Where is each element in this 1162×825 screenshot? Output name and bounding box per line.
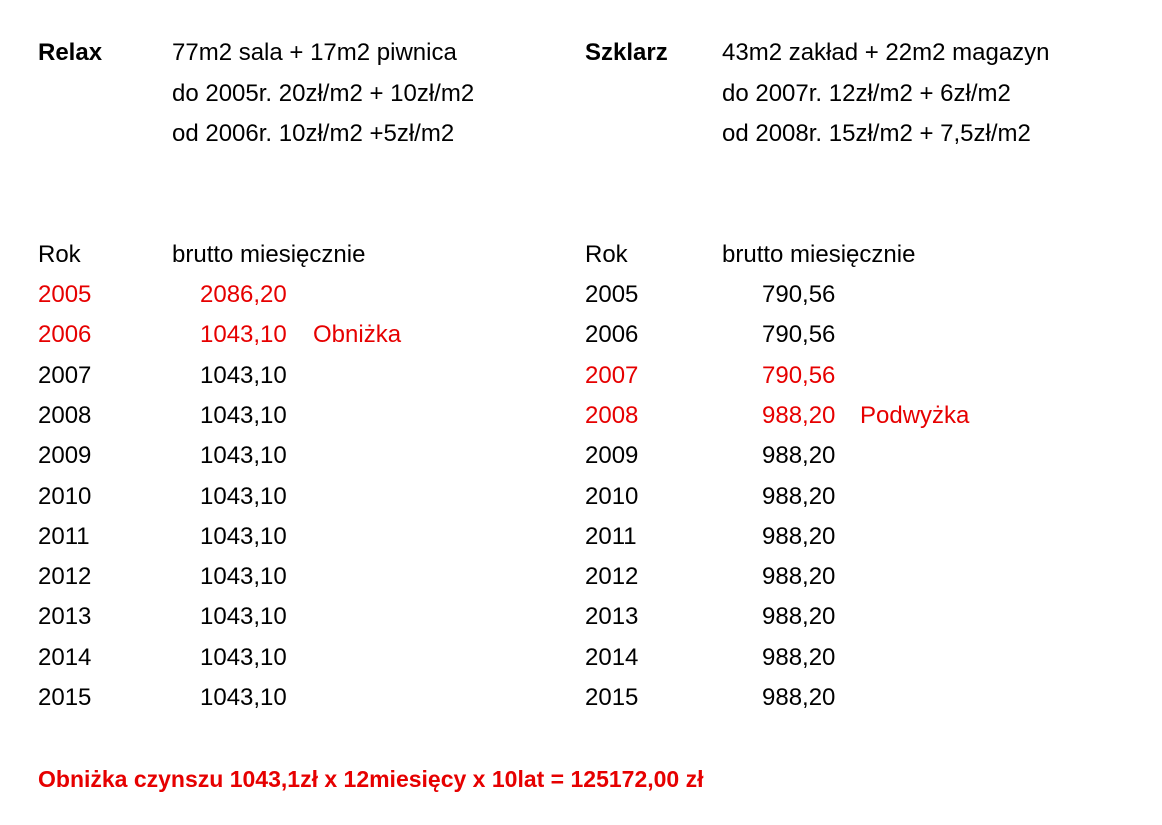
relax-row-value: 1043,10 [200, 442, 287, 470]
relax-row-value: 2086,20 [200, 281, 287, 308]
relax-row-value: 1043,10 [200, 321, 287, 349]
szklarz-row-value: 790,56 [762, 321, 836, 349]
relax-row-value: 1043,10 [200, 603, 287, 631]
szklarz-row-year: 2011 [585, 522, 637, 550]
relax-row-year: 2013 [38, 603, 92, 631]
relax-name: Relax [38, 39, 103, 66]
szklarz-row-year: 2009 [585, 442, 639, 470]
szklarz-row-value: 988,20 [762, 442, 836, 470]
relax-row-year: 2005 [38, 281, 92, 308]
relax-row-year: 2010 [38, 482, 92, 510]
relax-line: do 2005r. 20zł/m2 + 10zł/m2 [172, 80, 475, 107]
relax-row-year: 2011 [38, 522, 90, 550]
szklarz-row-year: 2015 [585, 684, 639, 711]
relax-row-note: Obniżka [313, 321, 402, 349]
relax-row-value: 1043,10 [200, 643, 287, 671]
szklarz-row-year: 2013 [585, 603, 639, 631]
szklarz-col-value: brutto miesięcznie [722, 241, 916, 268]
relax-row-year: 2008 [38, 401, 92, 429]
relax-row-value: 1043,10 [200, 361, 287, 389]
relax-row-value: 1043,10 [200, 684, 287, 711]
szklarz-col-year: Rok [585, 241, 628, 268]
szklarz-row-value: 988,20 [762, 643, 836, 671]
szklarz-row-year: 2006 [585, 321, 639, 349]
szklarz-row-value: 790,56 [762, 361, 836, 389]
szklarz-row-value: 790,56 [762, 281, 836, 308]
szklarz-row-value: 988,20 [762, 522, 836, 550]
relax-row-value: 1043,10 [200, 401, 287, 429]
szklarz-row-year: 2010 [585, 482, 639, 510]
szklarz-name: Szklarz [585, 39, 668, 66]
relax-row-value: 1043,10 [200, 482, 287, 510]
relax-line: 77m2 sala + 17m2 piwnica [172, 39, 457, 66]
relax-row-year: 2014 [38, 643, 92, 671]
szklarz-row-note: Podwyżka [860, 401, 970, 429]
relax-row-year: 2012 [38, 563, 92, 591]
relax-row-value: 1043,10 [200, 563, 287, 591]
relax-row-year: 2015 [38, 684, 92, 711]
relax-row-year: 2007 [38, 361, 92, 389]
summary-line: Obniżka czynszu 1043,1zł x 12miesięcy x … [38, 766, 704, 792]
szklarz-row-value: 988,20 [762, 684, 836, 711]
szklarz-row-year: 2008 [585, 401, 639, 429]
szklarz-row-value: 988,20 [762, 401, 836, 429]
szklarz-row-value: 988,20 [762, 563, 836, 591]
relax-col-value: brutto miesięcznie [172, 241, 366, 268]
relax-line: od 2006r. 10zł/m2 +5zł/m2 [172, 120, 455, 147]
relax-row-value: 1043,10 [200, 522, 287, 550]
szklarz-row-year: 2005 [585, 281, 639, 308]
szklarz-row-year: 2014 [585, 643, 639, 671]
szklarz-line: do 2007r. 12zł/m2 + 6zł/m2 [722, 80, 1011, 107]
szklarz-line: od 2008r. 15zł/m2 + 7,5zł/m2 [722, 120, 1031, 147]
relax-col-year: Rok [38, 241, 81, 268]
szklarz-row-year: 2007 [585, 361, 639, 389]
relax-row-year: 2009 [38, 442, 92, 470]
relax-row-year: 2006 [38, 321, 92, 349]
szklarz-row-year: 2012 [585, 563, 639, 591]
szklarz-row-value: 988,20 [762, 603, 836, 631]
szklarz-line: 43m2 zakład + 22m2 magazyn [722, 39, 1050, 66]
szklarz-row-value: 988,20 [762, 482, 836, 510]
